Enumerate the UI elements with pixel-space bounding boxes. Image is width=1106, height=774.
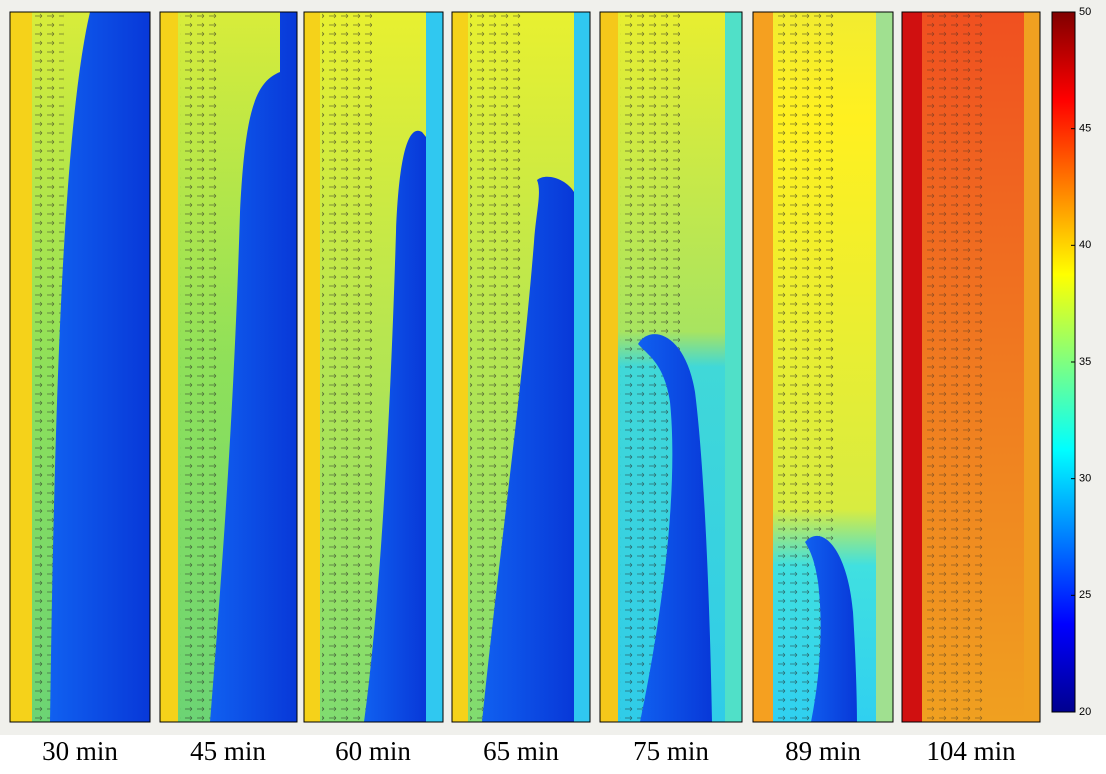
panel: [901, 11, 1041, 723]
colorbar-tick-label: 45: [1079, 123, 1091, 135]
colorbar-tick-label: 40: [1079, 239, 1091, 251]
colorbar-tick-label: 20: [1079, 706, 1091, 718]
panel: [9, 11, 151, 723]
panel: [599, 11, 743, 723]
panel: [159, 11, 298, 723]
colorbar-tick-label: 50: [1079, 6, 1091, 18]
panel-label: 60 min: [335, 736, 411, 766]
panel-label: 65 min: [483, 736, 559, 766]
panel-label: 89 min: [785, 736, 861, 766]
panel-label: 30 min: [42, 736, 118, 766]
panel: [451, 11, 591, 723]
colorbar-tick-label: 30: [1079, 473, 1091, 485]
panel-label: 104 min: [926, 736, 1016, 766]
colorbar-tick-label: 35: [1079, 356, 1091, 368]
panel-label: 75 min: [633, 736, 709, 766]
panel: [303, 11, 444, 723]
panel: [752, 11, 894, 723]
panel-label: 45 min: [190, 736, 266, 766]
colorbar-tick-label: 25: [1079, 589, 1091, 601]
